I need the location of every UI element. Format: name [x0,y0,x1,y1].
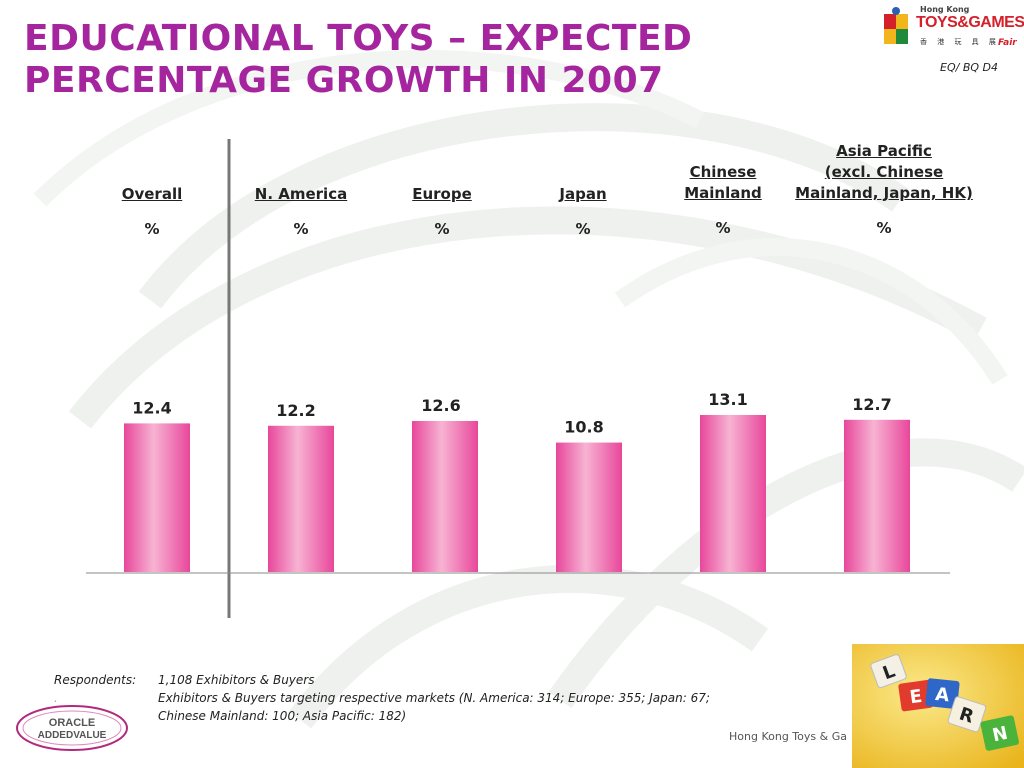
gift-box-icon [884,7,908,44]
bar [124,423,190,572]
column-header-asia-pacific: Asia Pacific (excl. Chinese Mainland, Ja… [776,141,992,239]
column-unit: % [575,220,591,238]
column-header-overall: Overall % [102,184,202,240]
logo-line-3: 香 港 玩 具 展 [920,38,1000,46]
column-header-japan: Japan % [533,184,633,240]
footer-text: Hong Kong Toys & Ga [729,730,847,743]
column-header-north-america: N. America % [236,184,366,240]
bar-value-label: 13.1 [708,390,747,409]
footnote-bullet: . [54,691,58,705]
question-reference: EQ/ BQ D4 [940,61,998,74]
respondents-line-2: Exhibitors & Buyers targeting respective… [158,691,710,705]
column-label: Mainland, Japan, HK) [795,184,973,202]
column-header-europe: Europe % [392,184,492,240]
bar [556,442,622,572]
oracle-logo-line-2: ADDEDVALUE [38,730,107,741]
column-label: Japan [559,185,607,203]
column-unit: % [434,220,450,238]
bar [412,420,478,572]
title-line-2: PERCENTAGE GROWTH IN 2007 [24,60,664,101]
bar [844,419,910,572]
bar-value-label: 12.7 [852,395,891,414]
puzzle-letter: R [957,704,977,728]
column-label: Chinese [689,163,757,181]
bar-value-label: 12.4 [132,398,171,417]
puzzle-letter: E [908,686,923,709]
column-unit: % [876,219,892,237]
column-label: Asia Pacific [836,142,932,160]
respondents-line-3: Chinese Mainland: 100; Asia Pacific: 182… [158,709,407,723]
column-label: Overall [121,185,183,203]
bar [700,415,766,572]
logo-line-1: Hong Kong [920,5,970,14]
bar-value-label: 10.8 [564,418,603,437]
logo-line-4: Fair [998,38,1017,48]
oracle-added-value-logo: ORACLE ADDEDVALUE [16,705,128,751]
respondents-label: Respondents: [54,673,137,687]
puzzle-letter: N [991,723,1010,747]
column-label: Europe [412,185,472,203]
column-label: N. America [254,185,348,203]
logo-line-2: TOYS&GAMES [916,14,1024,31]
title-line-1: EDUCATIONAL TOYS – EXPECTED [24,18,693,59]
toys-games-fair-logo: Hong Kong TOYS&GAMES 香 港 玩 具 展 Fair [880,4,1024,50]
respondents-footnote: Respondents: 1,108 Exhibitors & Buyers . E… [54,671,710,725]
bar [268,425,334,572]
learn-puzzle-photo: L E A R N [852,644,1024,768]
column-unit: % [293,220,309,238]
column-label: Mainland [684,184,762,202]
oracle-logo-line-1: ORACLE [49,717,95,729]
column-header-chinese-mainland: Chinese Mainland % [668,162,778,239]
bar-value-label: 12.6 [421,396,460,415]
respondents-line-1: 1,108 Exhibitors & Buyers [158,673,315,687]
column-unit: % [144,220,160,238]
column-label: (excl. Chinese [824,163,944,181]
page-title: EDUCATIONAL TOYS – EXPECTED PERCENTAGE G… [24,18,692,102]
column-unit: % [715,219,731,237]
puzzle-letter: A [934,684,950,706]
bar-value-label: 12.2 [276,401,315,420]
